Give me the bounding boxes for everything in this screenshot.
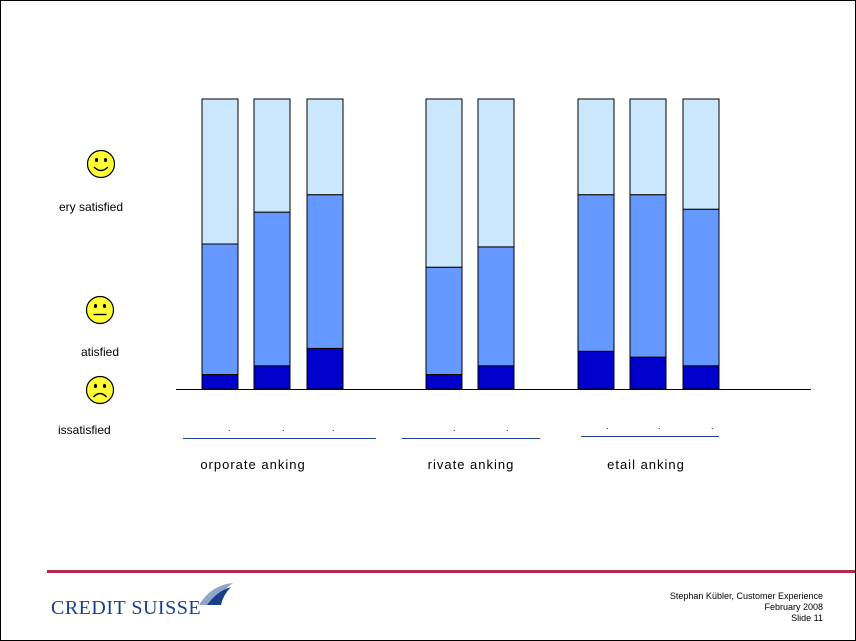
footer-slide-number: Slide 11 (791, 613, 823, 623)
bar-segment-3-bar-2 (253, 98, 291, 213)
category-label-corporate: orporate anking (200, 457, 306, 472)
group-line-retail (581, 436, 719, 437)
category-label-private: rivate anking (427, 457, 515, 472)
category-label-retail: etail anking (607, 457, 685, 472)
tick-mark: . (711, 421, 714, 431)
bar-segment-3-bar-3 (306, 98, 344, 196)
bar-segment-1-bar-3 (306, 347, 344, 390)
bar-segment-1-bar-7 (629, 356, 667, 390)
tick-mark: . (282, 423, 285, 433)
company-logo: CREDIT SUISSE (51, 597, 202, 619)
footer-date: February 2008 (764, 602, 823, 612)
group-line-corporate (183, 438, 376, 439)
bar-segment-3-bar-5 (477, 98, 515, 248)
tick-mark: . (332, 423, 335, 433)
label-satisfied: atisfied (81, 345, 120, 359)
bar-segment-3-bar-6 (577, 98, 615, 196)
bar-segment-2-bar-6 (577, 194, 615, 352)
bar-segment-2-bar-4 (425, 266, 463, 376)
bar-segment-2-bar-8 (682, 208, 720, 367)
bar-segment-3-bar-1 (201, 98, 239, 245)
dissatisfied-face-icon (85, 375, 115, 405)
bar-segment-2-bar-1 (201, 243, 239, 375)
bar-segment-3-bar-7 (629, 98, 667, 196)
bar-segment-1-bar-8 (682, 365, 720, 390)
tick-mark: . (453, 423, 456, 433)
label-very-satisfied: ery satisfied (59, 200, 124, 214)
tick-mark: . (506, 423, 509, 433)
sail-logo-icon (199, 583, 233, 605)
tick-mark: . (228, 423, 231, 433)
tick-mark: . (606, 421, 609, 431)
footer-info: Stephan Kübler, Customer Experience Febr… (670, 591, 823, 624)
bar-segment-1-bar-5 (477, 365, 515, 390)
bar-segment-1-bar-2 (253, 365, 291, 390)
bar-segment-1-bar-4 (425, 374, 463, 390)
bar-segment-3-bar-8 (682, 98, 720, 210)
bar-segment-2-bar-2 (253, 211, 291, 367)
bar-segment-1-bar-6 (577, 350, 615, 390)
footer-divider (47, 570, 855, 573)
very-satisfied-face-icon (86, 149, 116, 179)
group-line-private (402, 438, 540, 439)
bar-segment-2-bar-5 (477, 246, 515, 367)
bar-segment-2-bar-7 (629, 194, 667, 358)
satisfied-face-icon (85, 295, 115, 325)
bar-segment-2-bar-3 (306, 194, 344, 349)
label-dissatisfied: issatisfied (58, 423, 111, 437)
bar-segment-3-bar-4 (425, 98, 463, 268)
footer-author: Stephan Kübler, Customer Experience (669, 591, 823, 601)
bar-segment-1-bar-1 (201, 374, 239, 390)
tick-mark: . (658, 421, 661, 431)
